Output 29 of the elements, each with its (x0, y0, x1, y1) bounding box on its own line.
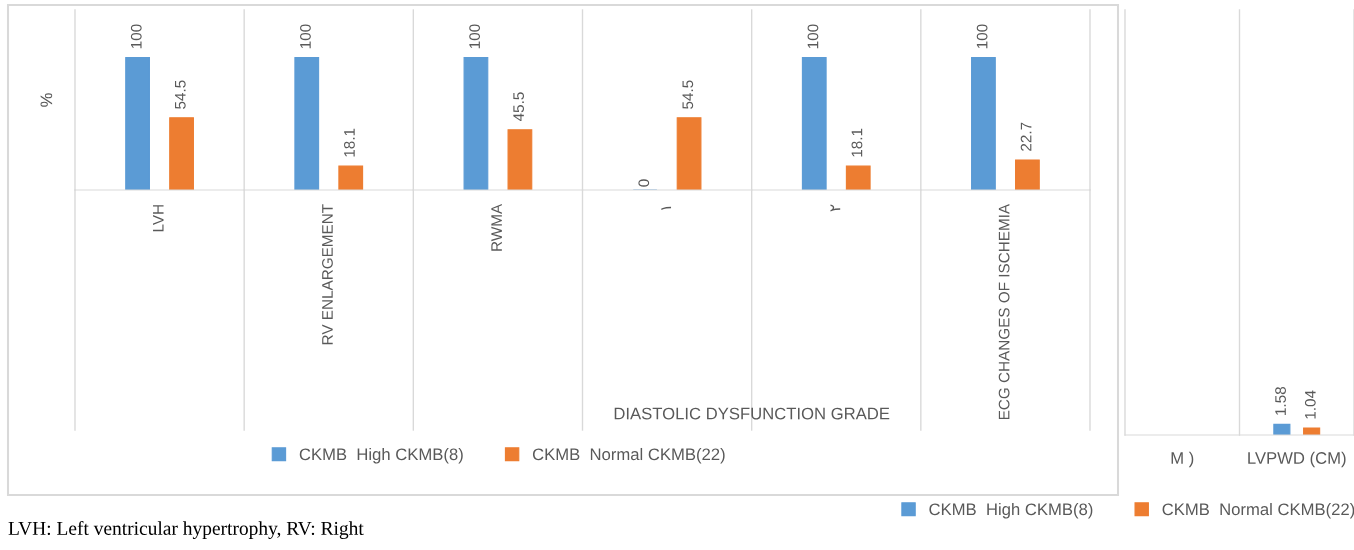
x-tick-label: M ) (1171, 451, 1194, 468)
data-label: 100 (976, 24, 988, 49)
data-label: 18.1 (851, 128, 863, 157)
text: LVH: Left ventricular hypertrophy, RV: Right (8, 521, 364, 539)
data-label: 22.7 (1020, 122, 1032, 151)
data-label: 1.58 (1275, 386, 1286, 415)
data-label: 18.1 (344, 128, 355, 157)
x-tick-label: ٢ (830, 204, 841, 212)
data-label: 45.5 (513, 92, 525, 122)
x-tick-label: ECG CHANGES OF ISCHEMIA (998, 203, 1010, 420)
x-tick-label: RV ENLARGEMENT (322, 204, 333, 345)
x-tick-label: ١ (661, 206, 672, 211)
data-label: 100 (469, 24, 481, 49)
legend-label: CKMB High CKMB(8) (299, 447, 463, 464)
legend-label: CKMB Normal CKMB(22) (1162, 502, 1354, 519)
data-label: 0 (638, 179, 650, 187)
x-tick-label: LVPWD (CM) (1248, 451, 1346, 468)
data-label: 100 (130, 24, 142, 49)
legend-label: CKMB Normal CKMB(22) (532, 447, 725, 464)
data-label: 100 (300, 24, 311, 49)
data-label: 54.5 (682, 80, 694, 109)
data-label: 54.5 (175, 80, 186, 109)
x-tick-label: RWMA (491, 203, 502, 251)
text: DIASTOLIC DYSFUNCTION GRADE (614, 407, 890, 420)
data-label: 1.04 (1304, 390, 1316, 419)
data-label: 100 (807, 24, 819, 49)
y-axis-title: % (40, 93, 53, 107)
x-tick-label: LVH (153, 205, 164, 232)
legend-label: CKMB High CKMB(8) (929, 502, 1093, 519)
